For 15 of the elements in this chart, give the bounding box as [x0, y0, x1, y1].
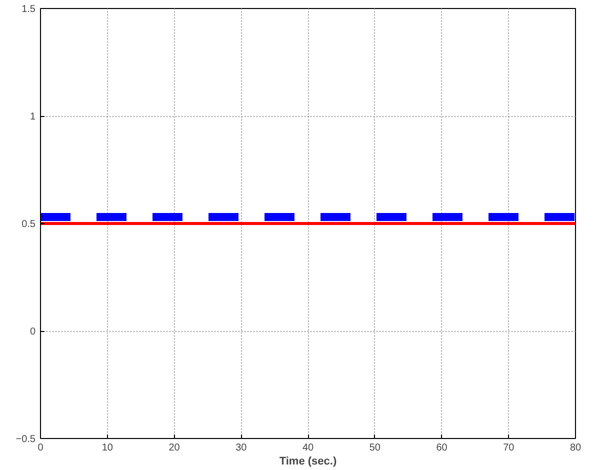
y-tick-label: 0.5	[22, 219, 36, 230]
x-tick-label: 40	[302, 442, 314, 454]
x-tick-label: 0	[38, 442, 44, 454]
x-tick-label: 10	[102, 442, 114, 454]
x-tick-label: 30	[236, 442, 248, 454]
y-tick-label: −0.5	[16, 434, 36, 445]
x-tick-label: 80	[570, 442, 582, 454]
x-axis-title: Time (sec.)	[279, 456, 337, 468]
y-tick-label: 1.5	[22, 4, 36, 15]
y-tick-label: 1	[30, 112, 36, 122]
x-tick-label: 70	[503, 442, 515, 454]
y-tick-label: 0	[30, 326, 36, 338]
x-tick-label: 60	[436, 442, 448, 454]
x-tick-label: 20	[168, 442, 180, 454]
x-tick-label: 50	[369, 442, 381, 454]
